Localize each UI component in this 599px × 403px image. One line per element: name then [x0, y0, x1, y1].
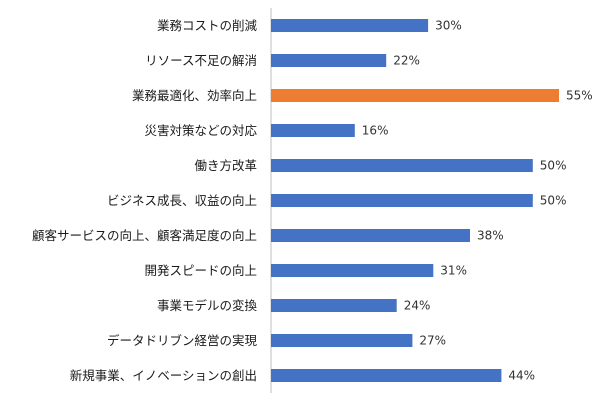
bar-2	[271, 54, 387, 67]
category-label-4: 災害対策などの対応	[144, 123, 257, 138]
category-label-6: ビジネス成長、収益の向上	[107, 193, 257, 208]
bar-6	[271, 194, 533, 207]
value-label-1: 30%	[435, 19, 462, 33]
category-label-1: 業務コストの削減	[157, 18, 258, 33]
value-label-3: 55%	[566, 89, 593, 103]
category-label-3: 業務最適化、効率向上	[132, 88, 257, 103]
category-label-8: 開発スピードの向上	[144, 263, 257, 278]
value-labels: 30% 22% 55% 16% 50% 50% 38% 31% 24% 27% 44%	[362, 19, 593, 383]
value-label-4: 16%	[362, 124, 389, 138]
value-label-7: 38%	[477, 229, 504, 243]
value-label-5: 50%	[540, 159, 567, 173]
value-label-9: 24%	[404, 299, 431, 313]
category-label-10: データドリブン経営の実現	[107, 333, 258, 348]
value-label-10: 27%	[419, 334, 446, 348]
value-label-6: 50%	[540, 194, 567, 208]
category-label-11: 新規事業、イノベーションの創出	[70, 368, 257, 383]
bar-7	[271, 229, 470, 242]
bars-group	[271, 19, 559, 382]
bar-8	[271, 264, 434, 277]
bar-11	[271, 369, 502, 382]
bar-1	[271, 19, 429, 32]
bar-5	[271, 159, 533, 172]
category-label-5: 働き方改革	[194, 158, 257, 173]
category-labels: 業務コストの削減リソース不足の解消業務最適化、効率向上災害対策などの対応働き方改…	[32, 18, 258, 383]
value-label-8: 31%	[440, 264, 467, 278]
bar-4	[271, 124, 355, 137]
bar-10	[271, 334, 413, 347]
value-label-11: 44%	[508, 369, 535, 383]
category-label-9: 事業モデルの変換	[157, 298, 258, 313]
bar-9	[271, 299, 397, 312]
bar-3	[271, 89, 559, 102]
category-label-2: リソース不足の解消	[145, 53, 257, 68]
category-label-7: 顧客サービスの向上、顧客満足度の向上	[32, 228, 257, 243]
value-label-2: 22%	[393, 54, 420, 68]
